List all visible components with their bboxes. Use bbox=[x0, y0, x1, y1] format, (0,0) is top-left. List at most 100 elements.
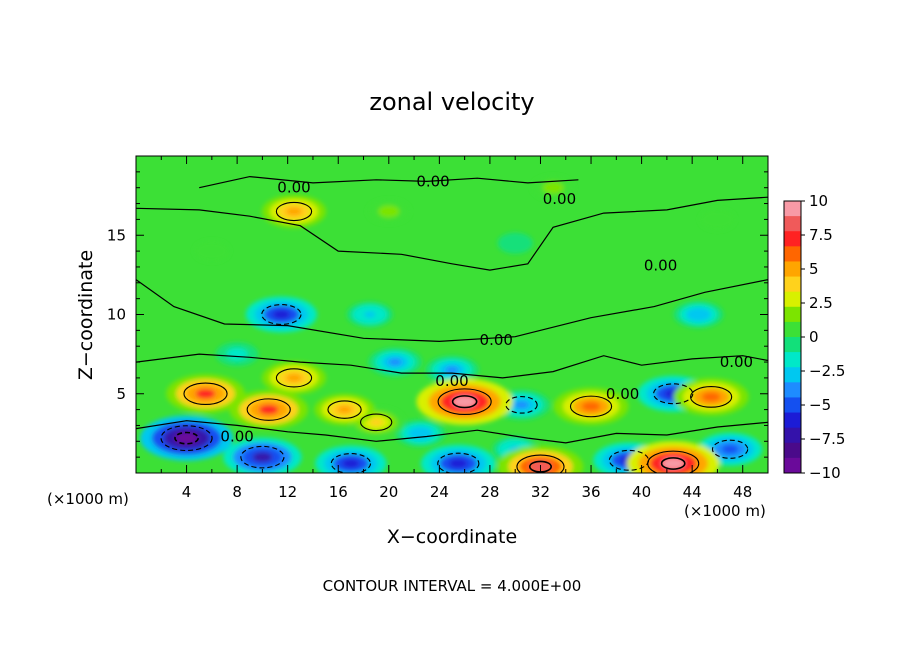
colorbar-swatch bbox=[784, 261, 801, 278]
x-unit-label-right: (×1000 m) bbox=[684, 502, 766, 520]
contour-label: 0.00 bbox=[277, 179, 310, 197]
colorbar-swatch bbox=[784, 352, 801, 368]
colorbar-tick-label: −5 bbox=[809, 396, 831, 414]
contour-interval-note: CONTOUR INTERVAL = 4.000E+00 bbox=[322, 577, 582, 595]
field-cell bbox=[272, 310, 291, 319]
x-tick-label: 8 bbox=[232, 483, 242, 501]
colorbar-swatch bbox=[784, 276, 801, 293]
inner-contour bbox=[451, 395, 478, 409]
zero-contour bbox=[136, 196, 768, 271]
colorbar-swatch bbox=[784, 412, 801, 429]
x-axis: 4 8 12 16 20 24 28 32 36 40 44 48 bbox=[160, 156, 752, 501]
positive-contour bbox=[359, 413, 393, 432]
x-tick-label: 44 bbox=[683, 483, 702, 501]
zero-contour bbox=[199, 175, 579, 189]
field-cell bbox=[452, 395, 477, 408]
contour-label: 0.00 bbox=[720, 353, 753, 371]
colorbar-swatch bbox=[784, 427, 801, 444]
x-tick-label: 4 bbox=[182, 483, 192, 501]
negative-contour bbox=[653, 383, 694, 405]
field-cell bbox=[364, 311, 376, 318]
zero-contour bbox=[136, 279, 768, 343]
inner-contour bbox=[174, 431, 199, 445]
zero-contour bbox=[136, 353, 768, 379]
contour-label: 0.00 bbox=[435, 372, 468, 390]
negative-contour bbox=[505, 396, 538, 414]
positive-contour bbox=[275, 201, 313, 222]
y-axis-label: Z−coordinate bbox=[75, 249, 97, 381]
field-cell bbox=[581, 401, 601, 412]
field-cell bbox=[661, 457, 685, 470]
contour-lines bbox=[136, 175, 768, 473]
colorbar-swatch bbox=[784, 246, 801, 262]
positive-contour bbox=[327, 400, 362, 419]
colorbar: 10 7.5 5 2.5 0 −2.5 −5 −7.5 −10 bbox=[783, 192, 845, 482]
colorbar-swatch bbox=[784, 291, 801, 308]
x-tick-label: 40 bbox=[632, 483, 651, 501]
x-tick-label: 48 bbox=[733, 483, 752, 501]
field-cell bbox=[713, 216, 722, 223]
negative-contour bbox=[437, 452, 480, 473]
contour-label: 0.00 bbox=[644, 256, 677, 274]
positive-contour bbox=[275, 368, 313, 388]
negative-contour bbox=[330, 453, 372, 473]
field-cell bbox=[388, 358, 402, 366]
field-cell bbox=[337, 405, 353, 414]
colorbar-tick-label: −2.5 bbox=[809, 362, 845, 380]
field-cell bbox=[341, 458, 360, 468]
field-cell bbox=[231, 351, 243, 358]
field-cell bbox=[445, 366, 459, 374]
field-cell bbox=[369, 418, 384, 427]
y-tick-label: 15 bbox=[107, 226, 126, 244]
colorbar-swatch bbox=[784, 216, 801, 232]
colorbar-swatch bbox=[784, 397, 801, 414]
contour-label: 0.00 bbox=[416, 172, 449, 190]
colorbar-tick-label: −10 bbox=[809, 464, 841, 482]
y-tick-label: 10 bbox=[107, 306, 126, 324]
field-cell bbox=[514, 401, 529, 409]
x-tick-label: 16 bbox=[329, 483, 348, 501]
y-tick-label: 5 bbox=[116, 385, 126, 403]
colorbar-swatch bbox=[784, 382, 801, 398]
colorbar-tick-label: 5 bbox=[809, 260, 819, 278]
x-unit-label-left: (×1000 m) bbox=[47, 490, 129, 508]
colorbar-swatch bbox=[784, 367, 801, 383]
x-axis-label: X−coordinate bbox=[386, 526, 518, 548]
colorbar-swatch bbox=[784, 201, 801, 217]
zero-contour bbox=[136, 420, 768, 444]
field-cell bbox=[195, 388, 216, 399]
chart-title: zonal velocity bbox=[369, 88, 535, 116]
negative-contour bbox=[160, 425, 213, 452]
inner-contour bbox=[660, 457, 686, 470]
field-cell bbox=[258, 404, 279, 415]
field-cell bbox=[207, 248, 217, 254]
field-cell bbox=[174, 432, 199, 444]
colorbar-swatch bbox=[784, 442, 801, 459]
x-tick-label: 28 bbox=[480, 483, 499, 501]
negative-contour bbox=[240, 445, 285, 469]
positive-contour bbox=[183, 382, 228, 406]
contour-label: 0.00 bbox=[543, 190, 576, 208]
positive-contour bbox=[246, 398, 291, 421]
x-tick-label: 36 bbox=[581, 483, 600, 501]
negative-contour bbox=[261, 304, 302, 325]
x-tick-label: 24 bbox=[430, 483, 449, 501]
colorbar-tick-label: 10 bbox=[809, 192, 828, 210]
colorbar-swatch bbox=[784, 306, 801, 323]
field-background bbox=[136, 156, 768, 473]
colorbar-swatch bbox=[784, 321, 801, 338]
field-cell bbox=[448, 458, 468, 469]
colorbar-tick-label: 2.5 bbox=[809, 294, 833, 312]
x-tick-label: 32 bbox=[531, 483, 550, 501]
colorbar-swatch bbox=[784, 231, 801, 247]
positive-contour bbox=[569, 395, 613, 418]
contour-label: 0.00 bbox=[606, 385, 639, 403]
contour-label: 0.00 bbox=[480, 331, 513, 349]
colorbar-tick-label: 7.5 bbox=[809, 226, 833, 244]
colorbar-swatch bbox=[784, 337, 801, 353]
y-axis: 5 10 15 bbox=[107, 171, 768, 458]
field-cell bbox=[414, 430, 427, 437]
positive-contour bbox=[437, 388, 492, 416]
field-cell bbox=[692, 311, 705, 318]
